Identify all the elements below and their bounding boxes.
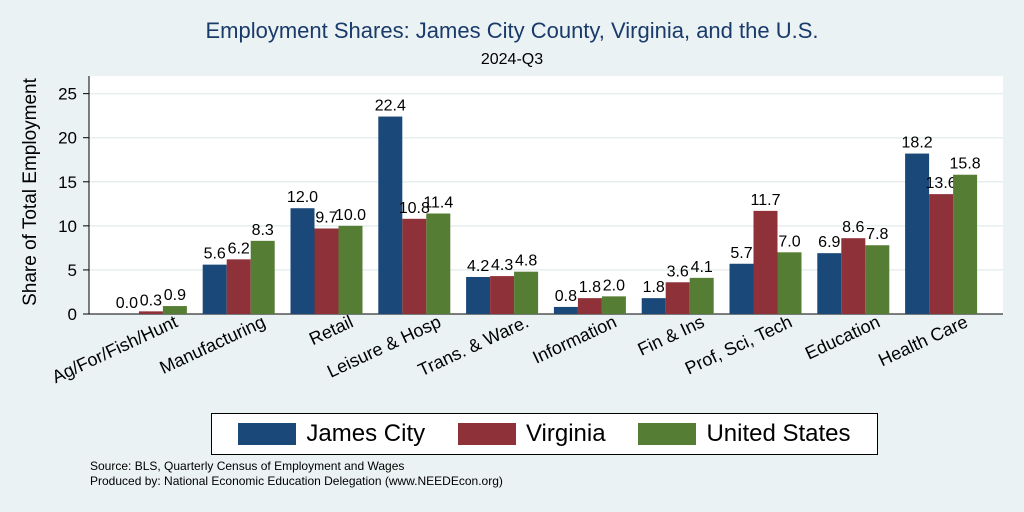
chart-title: Employment Shares: James City County, Vi… (205, 18, 819, 43)
data-label: 2.0 (603, 277, 625, 294)
legend-item-united-states: United States (638, 420, 851, 448)
bar (250, 240, 275, 314)
bar (553, 306, 578, 314)
data-label: 9.7 (315, 209, 337, 226)
bar (202, 264, 227, 314)
data-label: 5.6 (204, 246, 226, 263)
data-label: 1.8 (643, 279, 665, 296)
y-tick-label: 0 (68, 305, 77, 324)
data-label: 0.8 (555, 288, 577, 305)
chart-legend: James City Virginia United States (211, 413, 878, 455)
bar (905, 153, 930, 314)
bar (689, 277, 714, 314)
legend-swatch-james-city (238, 423, 297, 445)
bar (641, 298, 666, 314)
data-label: 10.8 (399, 200, 430, 217)
data-label: 1.8 (579, 279, 601, 296)
data-label: 11.4 (423, 195, 453, 212)
data-label: 6.2 (228, 240, 250, 257)
y-tick-label: 15 (58, 173, 77, 192)
bar (665, 282, 690, 314)
data-label: 0.9 (164, 287, 186, 304)
data-label: 10.0 (335, 207, 366, 224)
data-label: 4.2 (467, 258, 489, 275)
y-tick-label: 10 (58, 217, 77, 236)
bar (753, 210, 778, 314)
x-tick-label: Information (530, 311, 620, 367)
produced-by-line: Produced by: National Economic Education… (90, 474, 503, 488)
chart-subtitle: 2024-Q3 (480, 51, 544, 68)
bar (378, 116, 403, 314)
bar (314, 228, 339, 314)
x-tick-label: Education (802, 311, 883, 363)
x-tick-label: Health Care (875, 311, 971, 370)
x-tick-label: Fin & Ins (635, 311, 708, 359)
data-label: 4.1 (691, 259, 713, 276)
data-label: 5.7 (730, 245, 752, 262)
source-line: Source: BLS, Quarterly Census of Employm… (90, 459, 405, 473)
legend-label-virginia: Virginia (525, 420, 606, 447)
legend-label-united-states: United States (706, 420, 851, 447)
bar (514, 271, 539, 314)
source-note: Source: BLS, Quarterly Census of Employm… (90, 459, 503, 489)
data-label: 4.8 (515, 253, 537, 270)
y-tick-label: 5 (68, 261, 77, 280)
data-label: 7.0 (778, 233, 800, 250)
data-label: 15.8 (950, 156, 981, 173)
bar (817, 253, 842, 314)
bar (953, 174, 978, 314)
legend-label-james-city: James City (306, 420, 426, 447)
bar (841, 238, 866, 314)
bar (865, 245, 890, 314)
bar (601, 296, 626, 314)
y-tick-label: 25 (58, 85, 77, 104)
bar (162, 306, 187, 314)
data-label: 0.3 (140, 292, 162, 309)
data-label: 4.3 (491, 257, 513, 274)
x-tick-label: Retail (306, 311, 356, 349)
data-label: 7.8 (866, 226, 888, 243)
legend-swatch-united-states (638, 423, 697, 445)
bar (426, 213, 451, 314)
bar (729, 263, 754, 314)
bar (929, 194, 954, 314)
bar (338, 225, 363, 314)
data-label: 8.6 (842, 219, 864, 236)
data-label: 6.9 (818, 234, 840, 251)
bar (577, 298, 602, 314)
data-label: 3.6 (667, 263, 689, 280)
bar (290, 208, 315, 314)
bar (226, 259, 251, 314)
bar (466, 276, 491, 314)
bar (777, 252, 802, 314)
data-label: 18.2 (902, 135, 933, 152)
data-label: 22.4 (375, 98, 406, 115)
bar (490, 276, 515, 314)
legend-swatch-virginia (457, 423, 516, 445)
data-label: 13.6 (926, 175, 957, 192)
legend-item-james-city: James City (238, 420, 425, 448)
data-label: 12.0 (287, 189, 318, 206)
data-label: 0.0 (116, 295, 138, 312)
legend-item-virginia: Virginia (457, 420, 606, 448)
data-label: 11.7 (751, 192, 781, 209)
bar (138, 311, 163, 314)
y-tick-label: 20 (58, 129, 77, 148)
bar (402, 218, 427, 314)
data-label: 8.3 (252, 222, 274, 239)
